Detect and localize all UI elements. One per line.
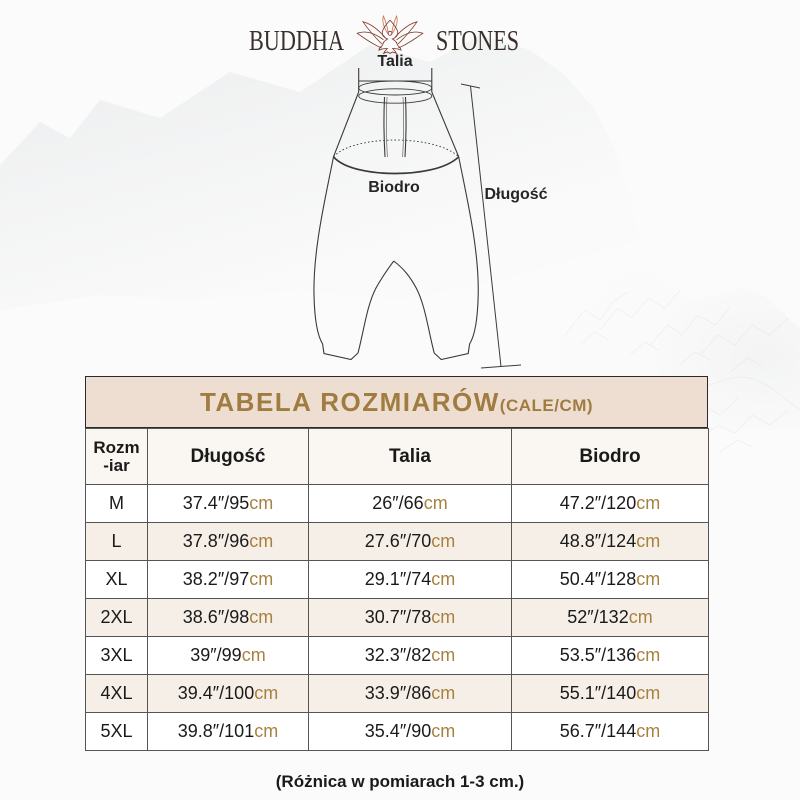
svg-text:Biodro: Biodro — [368, 179, 420, 196]
svg-text:Długość: Długość — [484, 186, 547, 203]
svg-text:Talia: Talia — [377, 53, 412, 70]
